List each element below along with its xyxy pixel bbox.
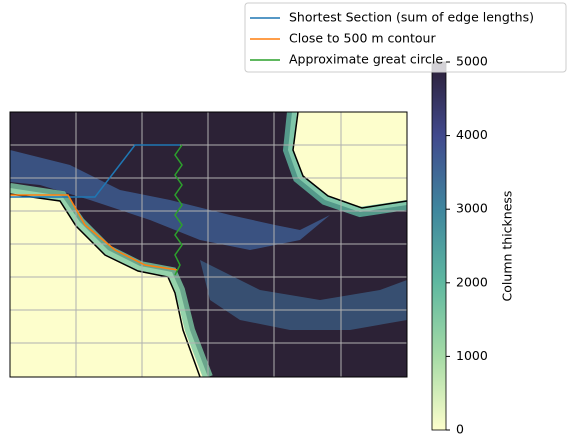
legend: Shortest Section (sum of edge lengths) Cl… [244,2,567,73]
colorbar-tick-label: 1000 [456,348,488,363]
route-line [10,144,180,198]
route-line [10,194,179,271]
colorbar-tick-label: 5000 [456,54,488,69]
map-frame [9,111,408,378]
ocean-shelf [10,150,330,250]
shelf-edge [10,183,213,377]
colorbar-tick-label: 0 [456,422,464,437]
ocean-shelf [200,260,407,330]
legend-label: Shortest Section (sum of edge lengths) [289,10,534,25]
route-line [174,144,183,276]
colorbar-label: Column thickness [500,191,515,302]
map [10,112,407,377]
colorbar-tick-label: 3000 [456,201,488,216]
legend-label: Approximate great circle [289,52,443,67]
coastline [10,193,201,377]
legend-label: Close to 500 m contour [289,31,436,46]
grid [10,112,407,377]
coastline [292,112,407,209]
legend-box [244,2,567,73]
colorbar [431,61,447,431]
colorbar-tick-label: 4000 [456,127,488,142]
colorbar-tick-label: 2000 [456,274,488,289]
